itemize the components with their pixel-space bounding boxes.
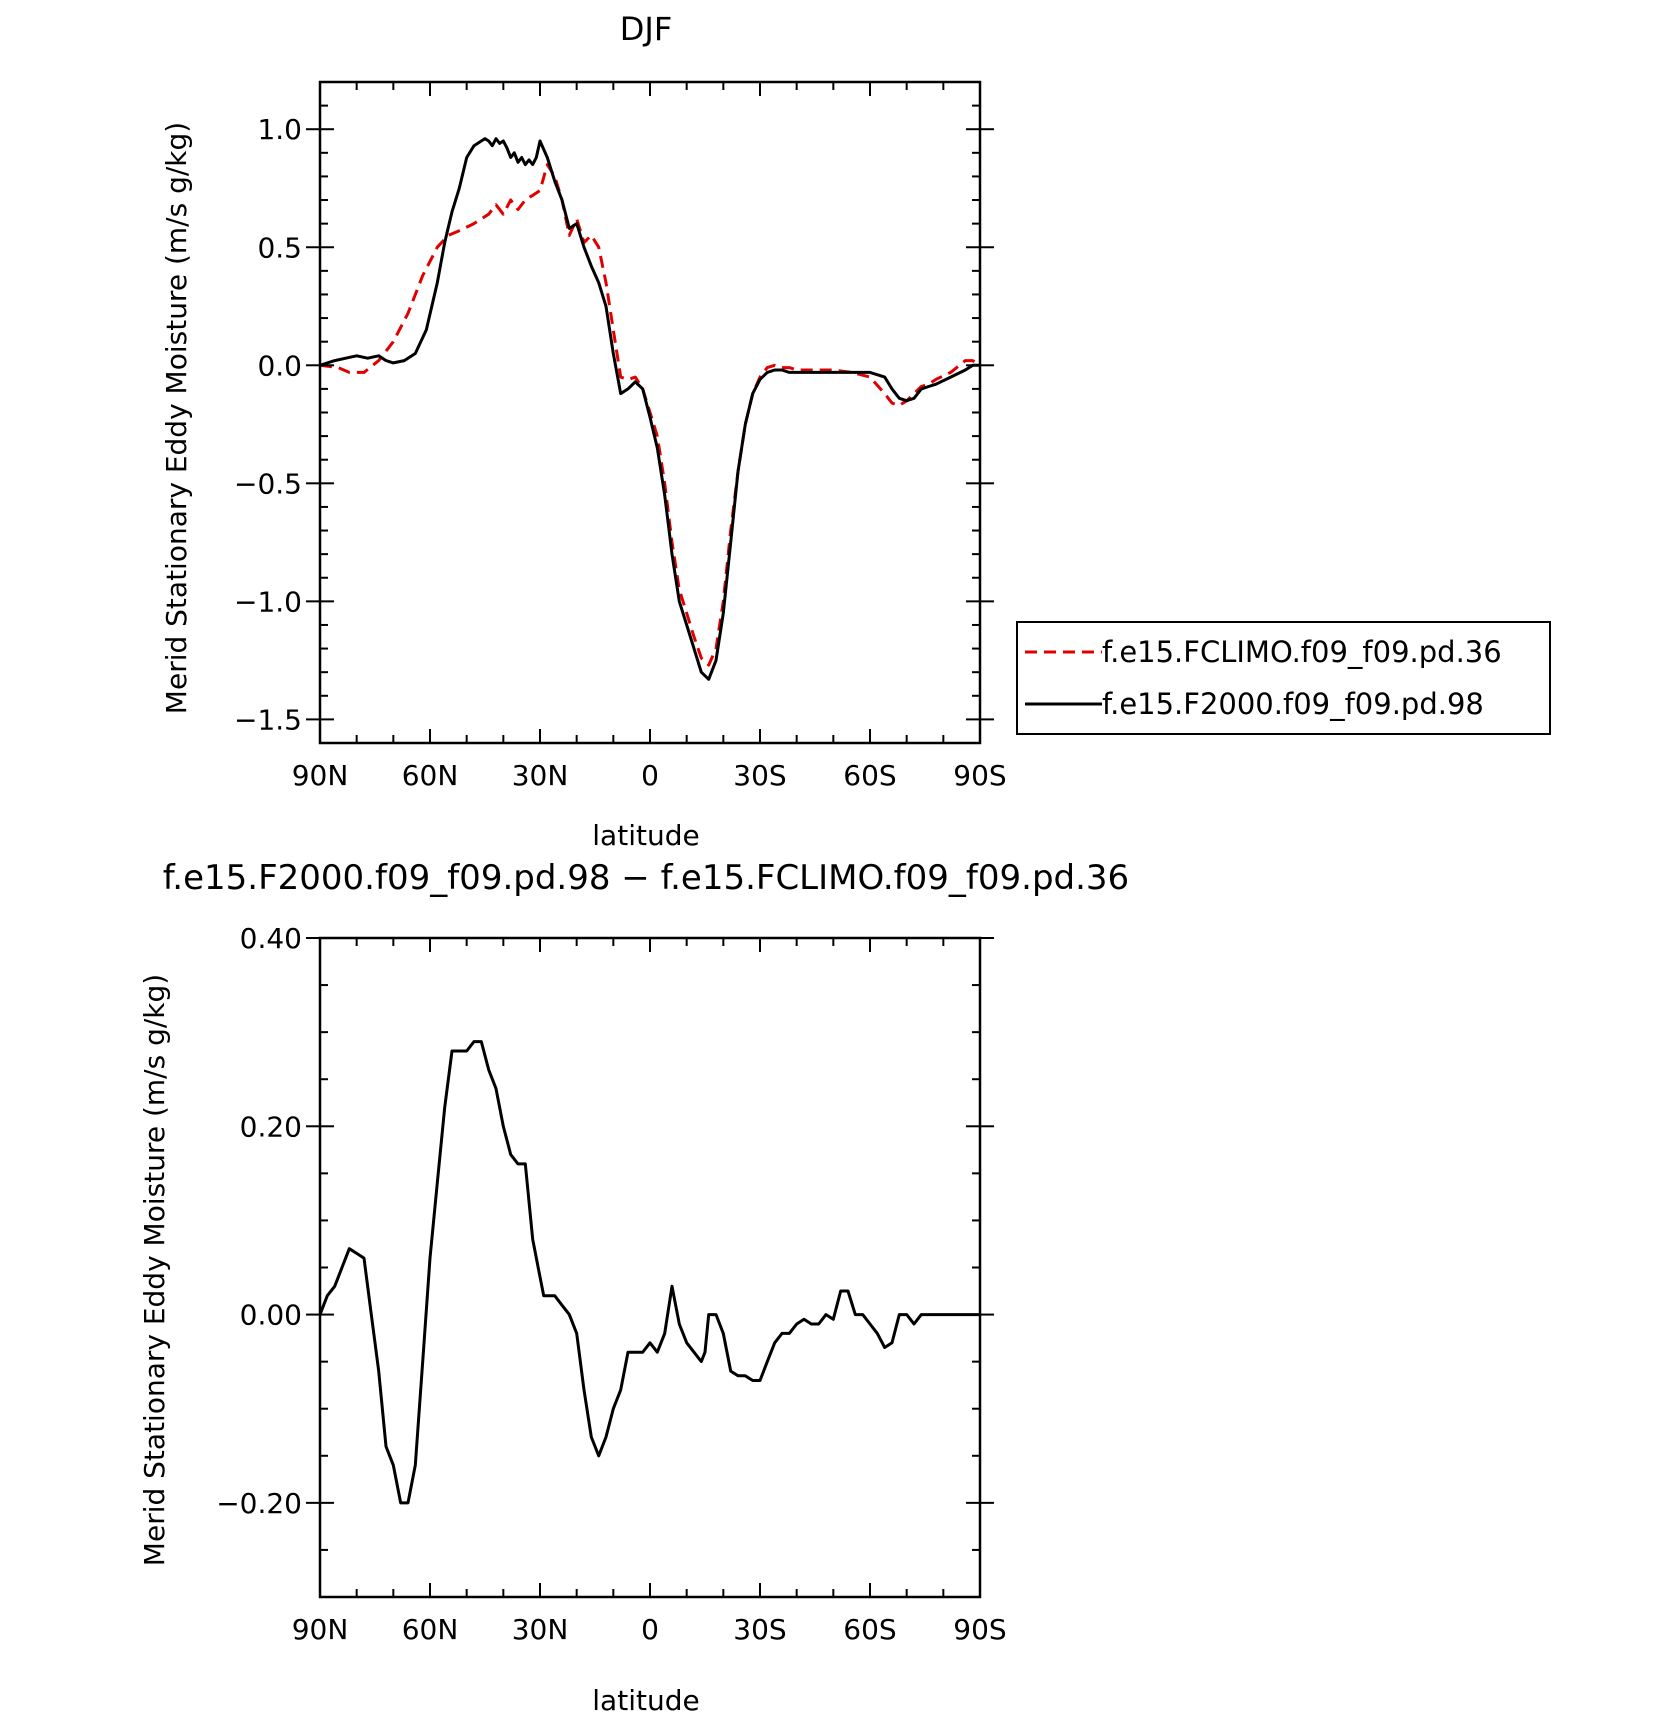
y-tick-label: 0.0 [257,349,302,382]
legend-label-series-1: f.e15.FCLIMO.f09_f09.pd.36 [1102,635,1502,669]
bottom-panel-y-axis-label: Merid Stationary Eddy Moisture (m/s g/kg… [138,974,171,1566]
x-tick-label: 90S [953,759,1006,792]
bottom-panel-plot-area: 90N 60N 30N 0 30S 60S 90S 0.40 0.20 0.00 −0.20 [216,922,1007,1646]
x-tick-label: 90S [953,1613,1006,1646]
bottom-panel-title: f.e15.F2000.f09_f09.pd.98 − f.e15.FCLIMO… [163,858,1129,898]
x-tick-label: 60S [843,1613,896,1646]
legend-box [1016,621,1551,735]
x-tick-label: 60N [402,759,459,792]
y-tick-label: 0.5 [257,231,302,264]
y-tick-label: −0.5 [234,467,302,500]
top-panel-legend: f.e15.FCLIMO.f09_f09.pd.36 f.e15.F2000.f… [1016,621,1551,735]
x-tick-label: 30S [733,1613,786,1646]
x-tick-label: 30N [512,759,569,792]
x-tick-label: 30S [733,759,786,792]
x-tick-label: 0 [641,1613,659,1646]
bottom-panel-x-axis-label: latitude [592,1684,699,1717]
top-panel: DJF 90N 60N 30N 0 30S 60S 90S 1.0 0.5 0.0 −0.5 −1.0… [160,10,1551,852]
x-tick-label: 0 [641,759,659,792]
x-tick-label: 90N [292,1613,349,1646]
y-tick-label: 0.40 [240,922,302,955]
series-line-2 [319,137,980,681]
x-tick-label: 30N [512,1613,569,1646]
bottom-panel: f.e15.F2000.f09_f09.pd.98 − f.e15.FCLIMO… [138,858,1129,1717]
x-tick-label: 60N [402,1613,459,1646]
y-tick-label: 0.00 [240,1299,302,1332]
x-tick-label: 90N [292,759,349,792]
y-tick-label: −0.20 [216,1487,302,1520]
y-tick-label: 1.0 [257,113,302,146]
plot-frame [318,936,982,1599]
top-panel-plot-area: 90N 60N 30N 0 30S 60S 90S 1.0 0.5 0.0 −0.5 −1.0 −1.5 [234,80,1007,792]
legend-label-series-2: f.e15.F2000.f09_f09.pd.98 [1102,687,1484,721]
x-tick-label: 60S [843,759,896,792]
top-panel-title: DJF [620,10,672,48]
top-panel-y-axis-label: Merid Stationary Eddy Moisture (m/s g/kg… [160,122,193,714]
y-tick-label: 0.20 [240,1110,302,1143]
series-line-1 [318,1040,980,1505]
top-panel-x-axis-label: latitude [592,819,699,852]
y-tick-label: −1.5 [234,703,302,736]
series-line-1 [319,163,981,667]
y-tick-label: −1.0 [234,585,302,618]
